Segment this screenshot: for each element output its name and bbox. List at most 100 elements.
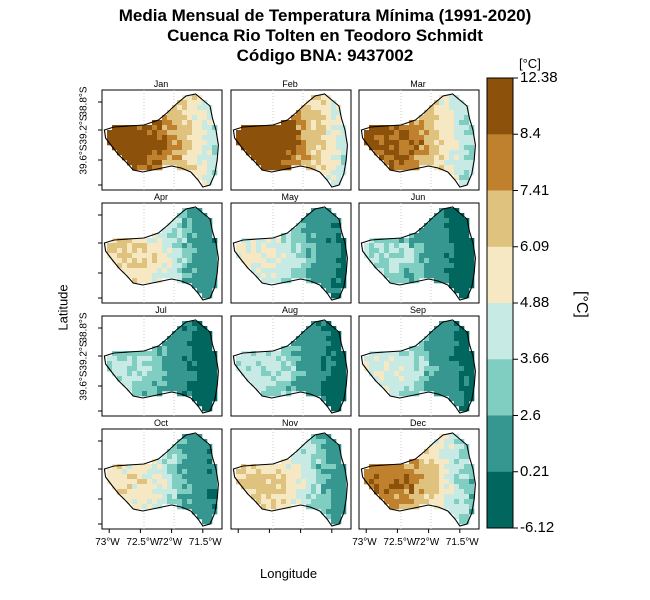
grid-cell [336, 218, 342, 224]
grid-cell [449, 135, 455, 141]
grid-cell [454, 459, 460, 465]
grid-cell [112, 125, 118, 131]
grid-cell [142, 381, 148, 387]
grid-cell [162, 238, 168, 244]
grid-cell [112, 474, 118, 480]
grid-cell [182, 135, 188, 141]
grid-cell [311, 135, 317, 141]
grid-cell [336, 331, 342, 337]
grid-cell [187, 105, 193, 111]
grid-cell [162, 489, 168, 495]
grid-cell [162, 155, 168, 161]
grid-cell [192, 391, 198, 397]
grid-cell [424, 484, 430, 490]
grid-cell [409, 366, 415, 372]
grid-cell [459, 391, 465, 397]
grid-cell [177, 386, 183, 392]
grid-cell [321, 321, 327, 327]
grid-cell [331, 100, 337, 106]
grid-cell [182, 449, 188, 455]
grid-cell [122, 145, 128, 151]
grid-cell [404, 391, 410, 397]
grid-cell [326, 238, 332, 244]
grid-cell [266, 371, 272, 377]
grid-cell [296, 125, 302, 131]
grid-cell [296, 489, 302, 495]
grid-cell [331, 135, 337, 141]
grid-cell [271, 135, 277, 141]
grid-cell [316, 100, 322, 106]
grid-cell [172, 479, 178, 485]
grid-cell [246, 479, 252, 485]
grid-cell [331, 366, 337, 372]
grid-cell [152, 459, 158, 465]
grid-cell [429, 351, 435, 357]
grid-cell [429, 494, 435, 500]
grid-cell [301, 479, 307, 485]
grid-cell [459, 135, 465, 141]
grid-cell [316, 444, 322, 450]
grid-cell [202, 268, 208, 274]
grid-cell [409, 459, 415, 465]
grid-cell [241, 140, 247, 146]
grid-cell [271, 361, 277, 367]
grid-cell [449, 130, 455, 136]
grid-cell [439, 263, 445, 269]
grid-cell [137, 376, 143, 382]
grid-cell [266, 135, 272, 141]
grid-cell [469, 366, 475, 372]
grid-cell [192, 454, 198, 460]
grid-cell [152, 150, 158, 156]
grid-cell [266, 278, 272, 284]
grid-cell [326, 376, 332, 382]
grid-cell [336, 145, 342, 151]
grid-cell [147, 386, 153, 392]
grid-cell [449, 268, 455, 274]
grid-cell [429, 464, 435, 470]
grid-cell [419, 258, 425, 264]
grid-cell [212, 273, 218, 279]
grid-cell [301, 140, 307, 146]
grid-cell [419, 140, 425, 146]
grid-cell [276, 278, 282, 284]
grid-cell [281, 376, 287, 382]
grid-cell [434, 273, 440, 279]
grid-cell [167, 268, 173, 274]
grid-cell [331, 233, 337, 239]
grid-cell [341, 155, 347, 161]
grid-cell [364, 361, 370, 367]
grid-cell [306, 145, 312, 151]
grid-cell [459, 341, 465, 347]
grid-cell [147, 160, 153, 166]
grid-cell [389, 376, 395, 382]
grid-cell [127, 484, 133, 490]
panel-title-jul: Jul [155, 305, 167, 315]
grid-cell [326, 110, 332, 116]
grid-cell [177, 336, 183, 342]
grid-cell [182, 444, 188, 450]
grid-cell [177, 140, 183, 146]
grid-cell [369, 356, 375, 362]
grid-cell [459, 351, 465, 357]
grid-cell [157, 125, 163, 131]
grid-cell [202, 381, 208, 387]
grid-cell [469, 376, 475, 382]
grid-cell [311, 150, 317, 156]
grid-cell [281, 263, 287, 269]
grid-cell [306, 361, 312, 367]
grid-cell [306, 150, 312, 156]
grid-cell [276, 258, 282, 264]
grid-cell [162, 341, 168, 347]
grid-cell [316, 381, 322, 387]
grid-cell [464, 105, 470, 111]
grid-cell [117, 469, 123, 475]
grid-cell [192, 228, 198, 234]
grid-cell [187, 218, 193, 224]
grid-cell [251, 155, 257, 161]
grid-cell [212, 366, 218, 372]
grid-cell [202, 263, 208, 269]
grid-cell [379, 381, 385, 387]
grid-cell [311, 218, 317, 224]
grid-cell [296, 228, 302, 234]
grid-cell [266, 248, 272, 254]
